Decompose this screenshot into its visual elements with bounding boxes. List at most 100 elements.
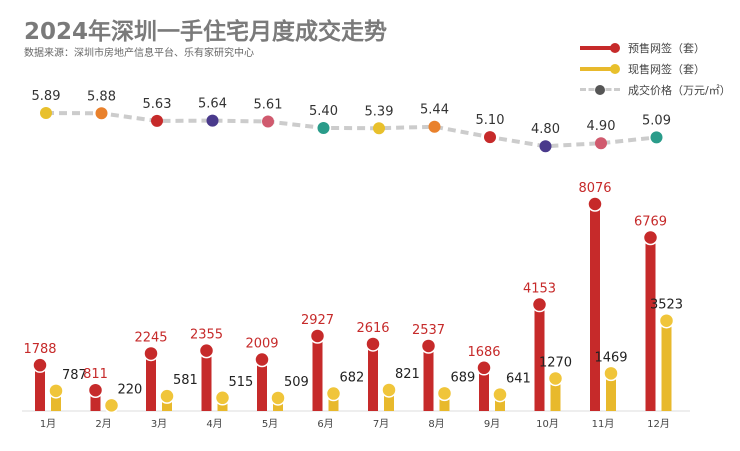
price-value-label: 4.90	[587, 119, 616, 134]
current-bar	[51, 390, 61, 411]
price-marker	[95, 107, 108, 120]
current-bar	[328, 393, 339, 411]
chart-title: 2024年深圳一手住宅月度成交走势	[24, 19, 388, 45]
current-value-label: 821	[395, 367, 420, 382]
presale-value-label: 6769	[634, 215, 667, 230]
presale-bar-cap	[87, 382, 104, 398]
presale-bar	[368, 343, 378, 411]
price-marker	[595, 137, 607, 150]
current-value-label: 682	[340, 371, 365, 386]
current-value-label: 1270	[539, 355, 572, 370]
price-value-label: 5.63	[143, 97, 172, 112]
presale-bar-cap	[32, 357, 48, 373]
presale-bar	[201, 350, 212, 411]
current-value-label: 515	[229, 375, 254, 390]
current-bar	[550, 378, 561, 411]
price-value-label: 4.80	[531, 122, 560, 137]
current-bar-cap	[436, 385, 453, 402]
price-marker	[484, 131, 496, 144]
current-bar	[495, 394, 505, 411]
presale-value-label: 811	[83, 367, 108, 382]
presale-bar-cap	[420, 338, 437, 354]
x-tick-label: 8月	[428, 418, 444, 430]
current-value-label: 581	[173, 373, 198, 388]
price-value-label: 5.10	[476, 113, 505, 128]
presale-value-label: 2009	[245, 337, 278, 352]
presale-bar	[312, 335, 323, 411]
current-value-label: 641	[506, 372, 531, 387]
current-bar-cap	[270, 390, 286, 406]
presale-bar-cap	[642, 229, 659, 246]
presale-value-label: 8076	[578, 181, 611, 196]
current-bar-cap	[658, 312, 675, 329]
presale-value-label: 1788	[23, 342, 56, 357]
presale-bar	[645, 237, 656, 411]
price-value-label: 5.09	[642, 113, 671, 128]
presale-bar-cap	[531, 296, 548, 313]
presale-value-label: 2245	[134, 330, 167, 345]
presale-bar	[146, 353, 156, 411]
legend-price: 成交价格（万元/㎡）	[580, 82, 731, 98]
price-value-label: 5.40	[309, 104, 338, 119]
legend-current: 现售网签（套）	[580, 61, 705, 77]
presale-bar-cap	[198, 342, 215, 359]
price-marker	[428, 120, 441, 133]
x-tick-label: 11月	[592, 418, 615, 430]
presale-value-label: 2355	[190, 328, 223, 343]
current-value-label: 509	[284, 375, 309, 390]
x-tick-label: 9月	[484, 418, 500, 430]
legend-current-label: 现售网签（套）	[628, 63, 705, 76]
current-bar-cap	[603, 365, 619, 382]
presale-bar-cap	[254, 351, 270, 368]
presale-bar	[590, 204, 600, 411]
price-marker	[650, 131, 663, 144]
current-value-label: 1469	[594, 350, 627, 365]
price-marker	[206, 114, 219, 127]
presale-bar	[257, 359, 267, 411]
price-value-label: 5.44	[420, 103, 449, 118]
legend-presale-label: 预售网签（套）	[628, 42, 705, 55]
presale-value-label: 1686	[467, 345, 500, 360]
x-tick-label: 2月	[95, 418, 111, 430]
current-bar-cap	[214, 390, 231, 406]
presale-value-label: 2537	[412, 323, 445, 338]
current-bar-cap	[159, 388, 175, 404]
price-marker	[317, 121, 330, 134]
x-tick-label: 5月	[262, 418, 278, 430]
x-tick-label: 10月	[536, 418, 559, 430]
x-tick-label: 7月	[373, 418, 389, 430]
current-bar-cap	[381, 382, 397, 398]
current-value-label: 689	[451, 370, 476, 385]
price-marker	[40, 107, 52, 119]
price-line	[45, 111, 657, 149]
price-value-label: 5.89	[32, 89, 61, 104]
price-marker	[373, 122, 385, 135]
presale-bar	[534, 304, 545, 411]
presale-bar	[479, 367, 489, 411]
current-value-label: 787	[62, 368, 87, 383]
chart-source: 数据来源：深圳市房地产信息平台、乐有家研究中心	[24, 48, 254, 59]
price-value-label: 5.61	[254, 98, 283, 113]
current-bar	[384, 389, 394, 411]
presale-value-label: 2927	[301, 313, 334, 328]
x-tick-label: 12月	[647, 418, 670, 430]
x-tick-label: 1月	[40, 418, 56, 430]
price-value-label: 5.88	[87, 89, 116, 104]
presale-bar-cap	[587, 196, 603, 212]
x-tick-label: 4月	[206, 418, 222, 430]
legend-presale: 预售网签（套）	[580, 40, 705, 56]
price-marker	[151, 114, 163, 127]
presale-bar-cap	[365, 336, 381, 352]
x-tick-label: 3月	[151, 418, 167, 430]
price-marker	[262, 115, 274, 128]
x-tick-label: 6月	[317, 418, 333, 430]
presale-bar	[90, 390, 101, 411]
presale-bar-cap	[476, 360, 492, 376]
current-value-label: 3523	[650, 298, 683, 313]
current-bar-cap	[325, 385, 342, 402]
current-bar-cap	[103, 397, 120, 414]
current-bar-cap	[547, 370, 564, 387]
legend-price-label: 成交价格（万元/㎡）	[628, 84, 731, 97]
current-bar	[661, 320, 672, 411]
